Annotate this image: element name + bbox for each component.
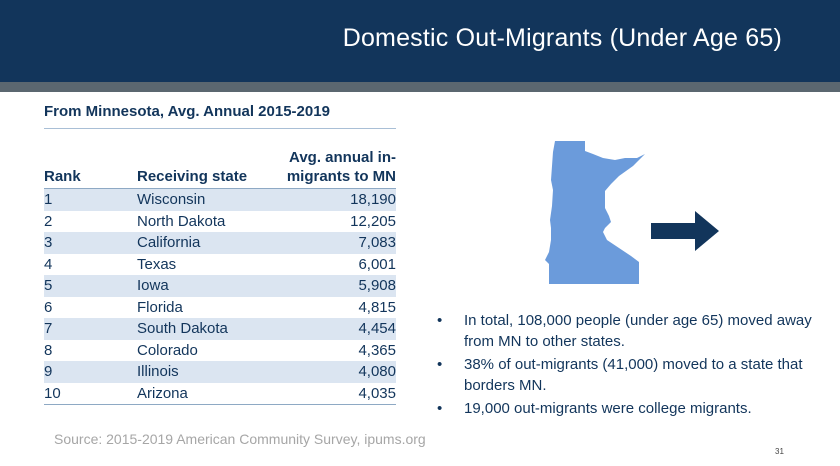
header-stripe	[0, 82, 840, 92]
value-cell: 4,080	[277, 361, 396, 383]
value-cell: 12,205	[350, 212, 396, 230]
state-header: Receiving state	[137, 148, 277, 189]
state-cell: Texas	[137, 255, 177, 273]
value-header: Avg. annual in- migrants to MN	[277, 148, 396, 189]
finding-college-migrants: • 19,000 out-migrants were college migran…	[437, 398, 817, 419]
table-row: 4 Texas 6,001	[44, 254, 396, 276]
table-header-row: Rank Receiving state Avg. annual in- mig…	[44, 148, 396, 189]
value-header-line1: Avg. annual in-	[289, 149, 396, 166]
table-row: 9 Illinois 4,080	[44, 361, 396, 383]
table-row: 1 Wisconsin 18,190	[44, 188, 396, 211]
state-cell: Colorado	[137, 341, 198, 359]
right-arrow-icon	[651, 211, 719, 251]
bullet-marker: •	[437, 312, 443, 329]
key-findings-list: • In total, 108,000 people (under age 65)…	[437, 310, 817, 421]
state-cell: Illinois	[137, 361, 277, 383]
rank-cell: 1	[44, 188, 137, 211]
rank-cell: 2	[44, 212, 53, 230]
bullet-text: 19,000 out-migrants were college migrant…	[464, 400, 752, 417]
bullet-text: 38% of out-migrants (41,000) moved to a …	[464, 356, 803, 394]
source-note: Source: 2015-2019 American Community Sur…	[54, 431, 426, 447]
value-cell: 7,083	[277, 232, 396, 254]
header-bar: Domestic Out-Migrants (Under Age 65)	[0, 0, 840, 82]
value-cell: 5,908	[277, 275, 396, 297]
page-number: 31	[775, 447, 784, 456]
bullet-marker: •	[437, 356, 443, 373]
rank-cell: 7	[44, 318, 137, 340]
rank-cell: 3	[44, 232, 137, 254]
rank-cell: 9	[44, 361, 137, 383]
subtitle-divider	[44, 128, 396, 129]
table-subtitle: From Minnesota, Avg. Annual 2015-2019	[44, 103, 330, 120]
state-cell: Iowa	[137, 275, 277, 297]
value-cell: 4,815	[358, 298, 396, 316]
bullet-text: In total, 108,000 people (under age 65) …	[464, 312, 812, 350]
rank-cell: 6	[44, 298, 53, 316]
table-row: 6 Florida 4,815	[44, 297, 396, 319]
table-row: 7 South Dakota 4,454	[44, 318, 396, 340]
rank-cell: 4	[44, 255, 53, 273]
value-cell: 18,190	[277, 188, 396, 211]
slide-title: Domestic Out-Migrants (Under Age 65)	[342, 24, 782, 52]
rank-cell: 10	[44, 382, 137, 405]
state-cell: Florida	[137, 298, 183, 316]
value-cell: 6,001	[358, 255, 396, 273]
table-row: 3 California 7,083	[44, 232, 396, 254]
out-migrants-table: Rank Receiving state Avg. annual in- mig…	[44, 148, 396, 405]
table-row: 8 Colorado 4,365	[44, 340, 396, 362]
rank-cell: 5	[44, 275, 137, 297]
state-cell: Wisconsin	[137, 188, 277, 211]
value-header-line2: migrants to MN	[286, 168, 396, 185]
rank-cell: 8	[44, 341, 53, 359]
state-cell: Arizona	[137, 382, 277, 405]
table-row: 5 Iowa 5,908	[44, 275, 396, 297]
state-cell: California	[137, 232, 277, 254]
bullet-marker: •	[437, 400, 443, 417]
value-cell: 4,035	[277, 382, 396, 405]
table-row: 10 Arizona 4,035	[44, 382, 396, 405]
minnesota-map-icon	[545, 141, 645, 284]
finding-bordering-states: • 38% of out-migrants (41,000) moved to a…	[437, 354, 817, 396]
table-row: 2 North Dakota 12,205	[44, 211, 396, 233]
state-cell: North Dakota	[137, 212, 226, 230]
rank-header: Rank	[44, 148, 137, 189]
value-cell: 4,454	[277, 318, 396, 340]
finding-total: • In total, 108,000 people (under age 65)…	[437, 310, 817, 352]
value-cell: 4,365	[358, 341, 396, 359]
state-cell: South Dakota	[137, 318, 277, 340]
